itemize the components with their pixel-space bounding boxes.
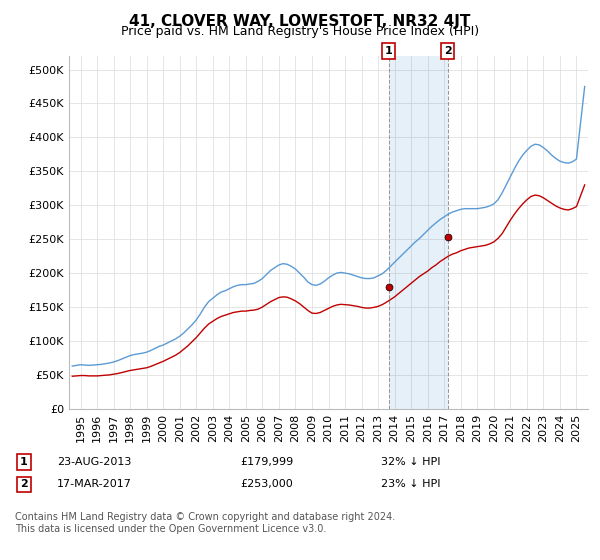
Text: £253,000: £253,000	[240, 479, 293, 489]
Text: This data is licensed under the Open Government Licence v3.0.: This data is licensed under the Open Gov…	[15, 524, 326, 534]
Text: 17-MAR-2017: 17-MAR-2017	[57, 479, 132, 489]
Text: 2: 2	[20, 479, 28, 489]
Bar	[389, 56, 448, 409]
Text: 1: 1	[385, 46, 393, 56]
Text: 41, CLOVER WAY, LOWESTOFT, NR32 4JT: 41, CLOVER WAY, LOWESTOFT, NR32 4JT	[130, 14, 470, 29]
Text: 32% ↓ HPI: 32% ↓ HPI	[381, 457, 440, 467]
Text: £179,999: £179,999	[240, 457, 293, 467]
Text: Contains HM Land Registry data © Crown copyright and database right 2024.: Contains HM Land Registry data © Crown c…	[15, 512, 395, 522]
Text: Price paid vs. HM Land Registry's House Price Index (HPI): Price paid vs. HM Land Registry's House …	[121, 25, 479, 38]
Text: 2: 2	[444, 46, 452, 56]
Text: 23% ↓ HPI: 23% ↓ HPI	[381, 479, 440, 489]
Text: 23-AUG-2013: 23-AUG-2013	[57, 457, 131, 467]
Text: 1: 1	[20, 457, 28, 467]
